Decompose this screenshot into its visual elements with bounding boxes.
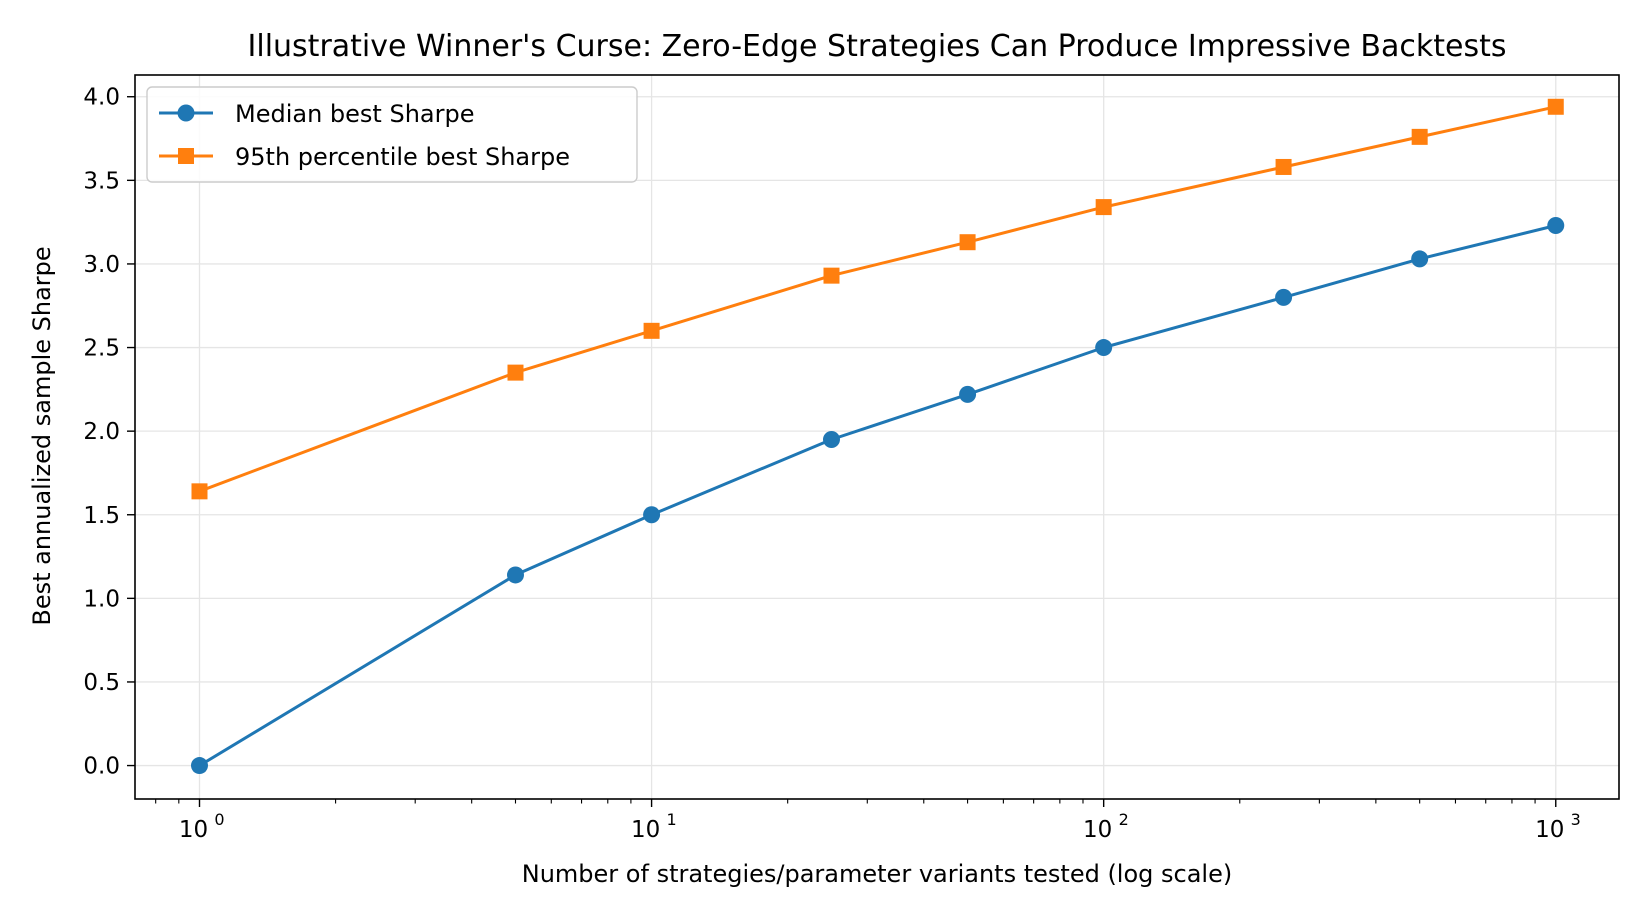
data-point — [506, 566, 524, 584]
x-axis-ticks: 10 0 10 1 10 2 10 3 — [155, 799, 1581, 843]
data-point — [1275, 158, 1292, 175]
data-point — [191, 483, 208, 500]
x-tick-label-base: 10 — [1535, 817, 1564, 843]
x-tick-label-0: 10 0 — [179, 810, 225, 843]
x-tick-label-exponent: 2 — [1119, 810, 1129, 829]
data-point — [1547, 98, 1564, 115]
x-axis-label: Number of strategies/parameter variants … — [522, 860, 1232, 888]
y-tick-label: 3.5 — [83, 168, 120, 194]
data-point — [959, 385, 977, 403]
y-tick-label: 3.0 — [83, 252, 120, 278]
series-layer — [190, 98, 1565, 775]
series-0 — [190, 216, 1565, 775]
legend-entry-1: 95th percentile best Sharpe — [159, 143, 570, 171]
x-tick-label-exponent: 0 — [214, 810, 224, 829]
x-tick-label-base: 10 — [1083, 817, 1112, 843]
data-point — [1411, 250, 1429, 268]
chart-title: Illustrative Winner's Curse: Zero-Edge S… — [248, 29, 1507, 64]
y-tick-label: 4.0 — [83, 85, 120, 111]
data-point — [507, 364, 524, 381]
legend-marker — [177, 104, 195, 122]
y-tick-label: 1.0 — [83, 586, 120, 612]
legend-box — [146, 86, 638, 183]
x-tick-label-exponent: 1 — [666, 810, 676, 829]
x-tick-label-2: 10 2 — [1083, 810, 1129, 843]
data-point — [1095, 339, 1113, 357]
legend-label: Median best Sharpe — [235, 100, 474, 128]
data-point — [643, 506, 661, 524]
y-tick-label: 0.0 — [83, 754, 120, 780]
series-1 — [191, 98, 1564, 500]
legend-marker — [178, 148, 194, 164]
x-tick-label-1: 10 1 — [631, 810, 677, 843]
y-axis-ticks: 0.0 0.5 1.0 1.5 2.0 2.5 3.0 3.5 4.0 — [83, 85, 135, 780]
legend-entry-0: Median best Sharpe — [159, 100, 474, 128]
data-point — [1411, 128, 1428, 145]
data-point — [823, 267, 840, 284]
x-tick-label-base: 10 — [179, 817, 208, 843]
y-tick-label: 0.5 — [83, 670, 120, 696]
legend: Median best Sharpe 95th percentile best S… — [146, 86, 638, 183]
data-point — [643, 322, 660, 339]
data-point — [190, 757, 208, 775]
y-axis-label: Best annualized sample Sharpe — [28, 246, 56, 625]
y-tick-label: 2.5 — [83, 336, 120, 362]
data-point — [959, 234, 976, 251]
x-tick-label-exponent: 3 — [1571, 810, 1581, 829]
x-tick-label-3: 10 3 — [1535, 810, 1581, 843]
data-point — [1547, 216, 1565, 234]
x-tick-label-base: 10 — [631, 817, 660, 843]
y-tick-label: 2.0 — [83, 419, 120, 445]
plot-area-frame — [134, 74, 1620, 800]
data-point — [822, 431, 840, 449]
legend-label: 95th percentile best Sharpe — [235, 143, 570, 171]
y-tick-label: 1.5 — [83, 503, 120, 529]
data-point — [1275, 288, 1293, 306]
data-point — [1095, 199, 1112, 216]
